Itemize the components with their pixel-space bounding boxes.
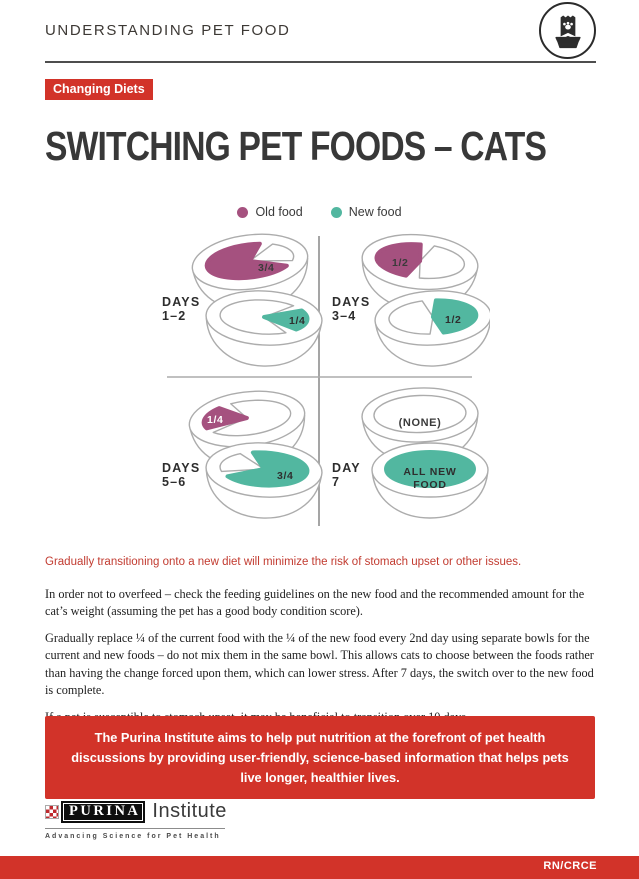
day-label: DAY: [332, 461, 361, 475]
mission-banner: The Purina Institute aims to help put nu…: [45, 716, 595, 800]
purina-wordmark: PURINA: [61, 800, 146, 823]
header-title: UNDERSTANDING PET FOOD: [45, 22, 291, 39]
bowl: [361, 387, 479, 464]
bowl-label: 3/4: [258, 262, 274, 274]
logo-row: PURINA Institute: [45, 800, 227, 823]
day-range: 7: [332, 475, 340, 489]
legend-label-new-food: New food: [348, 205, 402, 219]
footer-bar: [0, 856, 639, 879]
bowl-label: 1/4: [289, 315, 305, 327]
purina-checkerboard-icon: [45, 804, 59, 819]
pet-food-bag-icon: [539, 2, 596, 59]
new-food-swatch: [330, 206, 342, 218]
legend: Old food New food: [0, 205, 639, 219]
logo-tagline: Advancing Science for Pet Health: [45, 833, 221, 840]
paragraph-feeding-guidelines: In order not to overfeed – check the fee…: [45, 587, 585, 619]
paragraph-gradual-replace: Gradually replace ¼ of the current food …: [45, 630, 594, 698]
institute-wordmark: Institute: [152, 800, 227, 822]
legend-item-old-food: Old food: [237, 205, 303, 219]
legend-item-new-food: New food: [330, 205, 402, 219]
intro-text: Gradually transitioning onto a new diet …: [45, 556, 522, 568]
category-badge: Changing Diets: [45, 79, 153, 100]
purina-institute-logo: PURINA Institute Advancing Science for P…: [45, 800, 227, 840]
transition-diagram-svg: 3/41/4DAYS1–21/21/2DAYS3–41/43/4DAYS5–6(…: [162, 233, 492, 526]
footer-code: RN/CRCE: [543, 860, 597, 872]
day-label: DAYS: [162, 461, 200, 475]
old-food-swatch: [237, 206, 249, 218]
page-title: SWITCHING PET FOODS – CATS: [45, 123, 547, 169]
bowl: [205, 290, 323, 367]
header-divider: [45, 61, 596, 63]
body-text: In order not to overfeed – check the fee…: [45, 586, 599, 735]
bowl-label: 1/2: [392, 257, 408, 269]
bowl: [371, 442, 489, 519]
day-label: DAYS: [162, 295, 200, 309]
bowl: [205, 442, 323, 519]
bowl-label: 1/2: [445, 314, 461, 326]
day-label: DAYS: [332, 295, 370, 309]
pet-food-bag-icon-svg: [554, 14, 581, 48]
bowl-label: 1/4: [207, 414, 223, 426]
legend-label-old-food: Old food: [255, 205, 303, 219]
transition-diagram: 3/4 1/4 DAYS 1–2 1/2 1/2 DAYS 3–4 1/4 3/4 DAYS 5–6(…: [150, 230, 492, 530]
day-range: 3–4: [332, 309, 356, 323]
bowl-label: FOOD: [413, 479, 447, 491]
bowl-label: ALL NEW: [403, 466, 456, 478]
bowl-label: (NONE): [399, 417, 442, 429]
logo-divider: [45, 828, 225, 829]
day-range: 5–6: [162, 475, 186, 489]
day-range: 1–2: [162, 309, 186, 323]
bowl: [374, 290, 492, 367]
bowl-label: 3/4: [277, 470, 293, 482]
